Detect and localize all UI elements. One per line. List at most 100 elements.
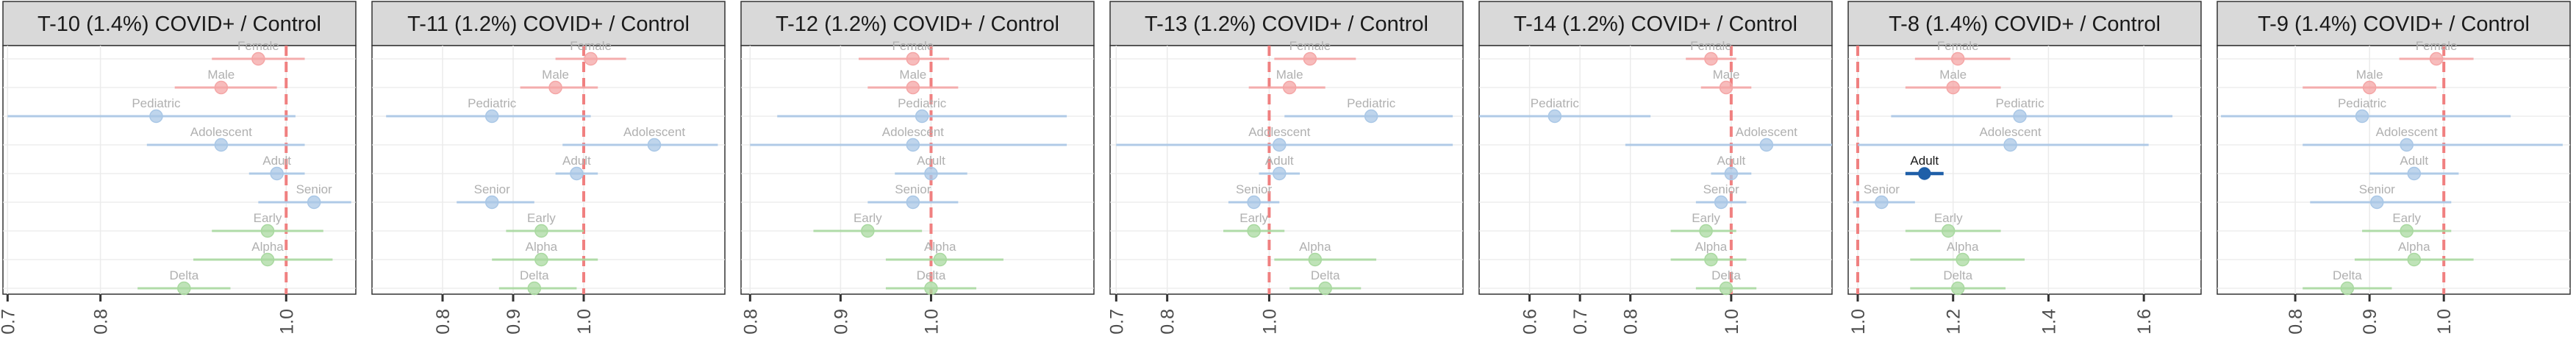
point-estimate (924, 166, 938, 181)
point-label: Alpha (2398, 240, 2430, 254)
point-estimate (1699, 224, 1713, 238)
point-label: Delta (1311, 268, 1340, 282)
point-label: Adult (1265, 154, 1294, 168)
axis-tick-label: 1.6 (2134, 309, 2155, 335)
point-estimate (1308, 252, 1323, 267)
point-estimate (149, 109, 163, 124)
point-label: Senior (296, 182, 332, 196)
point-label: Pediatric (1995, 96, 2044, 110)
point-estimate (647, 138, 662, 152)
point-label: Pediatric (468, 96, 517, 110)
facet-panel-2: T-11 (1.2%) COVID+ / Control Female Male Pe… (371, 1, 726, 335)
axis-tick-label: 0.9 (504, 309, 524, 335)
point-estimate (2355, 109, 2369, 124)
facet-strip (1109, 1, 1464, 46)
axis-tick-label: 0.8 (433, 309, 454, 335)
axis-tick-label: 1.0 (1722, 309, 1742, 335)
facet-title: T-8 (1.4%) COVID+ / Control (1889, 13, 2161, 36)
point-label: Adult (917, 154, 945, 168)
point-label: Delta (1943, 268, 1972, 282)
point-label: Adult (1717, 154, 1745, 168)
point-label: Adult (262, 154, 291, 168)
facet-title: T-10 (1.4%) COVID+ / Control (37, 13, 321, 36)
axis-tick-label: 0.7 (0, 309, 18, 335)
facet-panel-6: T-8 (1.4%) COVID+ / Control Female Male Ped… (1847, 1, 2202, 335)
point-label: Senior (2359, 182, 2395, 196)
facet-title: T-13 (1.2%) COVID+ / Control (1145, 13, 1428, 36)
point-estimate (1247, 224, 1261, 238)
axis-tick-label: 0.8 (1158, 309, 1178, 335)
point-label: Early (1239, 211, 1268, 225)
point-label: Alpha (251, 240, 284, 254)
axis-tick-label: 1.0 (1848, 309, 1869, 335)
facet-panel-4: T-13 (1.2%) COVID+ / Control Female Male Pe… (1106, 1, 1464, 335)
point-label: Early (1692, 211, 1720, 225)
point-label: Male (207, 68, 235, 82)
axis-tick-label: 0.7 (1570, 309, 1591, 335)
point-estimate (1875, 195, 1889, 210)
point-estimate (933, 252, 948, 267)
point-label: Alpha (526, 240, 558, 254)
point-estimate (177, 281, 191, 296)
point-estimate (1714, 195, 1728, 210)
point-label: Delta (917, 268, 946, 282)
point-estimate (906, 195, 920, 210)
point-label: Early (1934, 211, 1963, 225)
facet-title: T-12 (1.2%) COVID+ / Control (776, 13, 1059, 36)
facet-strip (371, 1, 726, 46)
plot-area (1847, 45, 2202, 295)
axis-tick-label: 1.0 (276, 309, 297, 335)
axis-tick-label: 0.9 (2360, 309, 2380, 335)
point-estimate (1918, 167, 1931, 180)
axis-tick-label: 1.0 (1259, 309, 1280, 335)
point-estimate (1950, 51, 1965, 66)
facet-panel-5: T-14 (1.2%) COVID+ / Control Female Male Pe… (1478, 1, 1833, 335)
axis-tick-label: 1.0 (921, 309, 942, 335)
point-estimate (1724, 166, 1739, 181)
facet-title: T-9 (1.4%) COVID+ / Control (2258, 13, 2530, 36)
point-label: Pediatric (132, 96, 181, 110)
point-estimate (1956, 252, 1969, 267)
point-estimate (534, 224, 548, 238)
point-label: Male (1276, 68, 1303, 82)
plot-area (371, 45, 726, 295)
point-estimate (214, 80, 229, 95)
point-label: Adolescent (623, 125, 685, 139)
point-estimate (584, 51, 598, 66)
point-estimate (906, 138, 920, 152)
point-label: Alpha (924, 240, 956, 254)
facet-strip (1478, 1, 1833, 46)
point-estimate (1950, 281, 1965, 296)
point-estimate (2429, 51, 2444, 66)
point-estimate (861, 224, 875, 238)
point-label: Pediatric (898, 96, 947, 110)
point-estimate (2013, 109, 2027, 124)
point-label: Adolescent (882, 125, 944, 139)
point-estimate (2400, 224, 2414, 238)
point-estimate (534, 252, 548, 267)
facet-strip (2, 1, 357, 46)
point-label: Delta (1711, 268, 1741, 282)
point-label: Delta (169, 268, 198, 282)
point-estimate (307, 195, 321, 210)
point-label: Female (570, 39, 612, 53)
point-estimate (214, 138, 229, 152)
point-label: Male (2356, 68, 2383, 82)
axis-tick-label: 0.8 (91, 309, 112, 335)
axis-tick-label: 0.9 (831, 309, 851, 335)
point-estimate (2003, 138, 2017, 152)
point-estimate (2340, 281, 2355, 296)
point-label: Adult (2400, 154, 2428, 168)
point-estimate (548, 80, 562, 95)
point-estimate (906, 51, 920, 66)
point-estimate (1273, 166, 1287, 181)
point-estimate (2407, 252, 2422, 267)
point-estimate (1941, 224, 1956, 238)
point-estimate (2400, 138, 2414, 152)
facet-title: T-14 (1.2%) COVID+ / Control (1514, 13, 1797, 36)
point-label: Senior (1236, 182, 1272, 196)
point-label: Male (542, 68, 569, 82)
plot-area (2217, 45, 2571, 295)
axis-tick-label: 1.0 (574, 309, 595, 335)
